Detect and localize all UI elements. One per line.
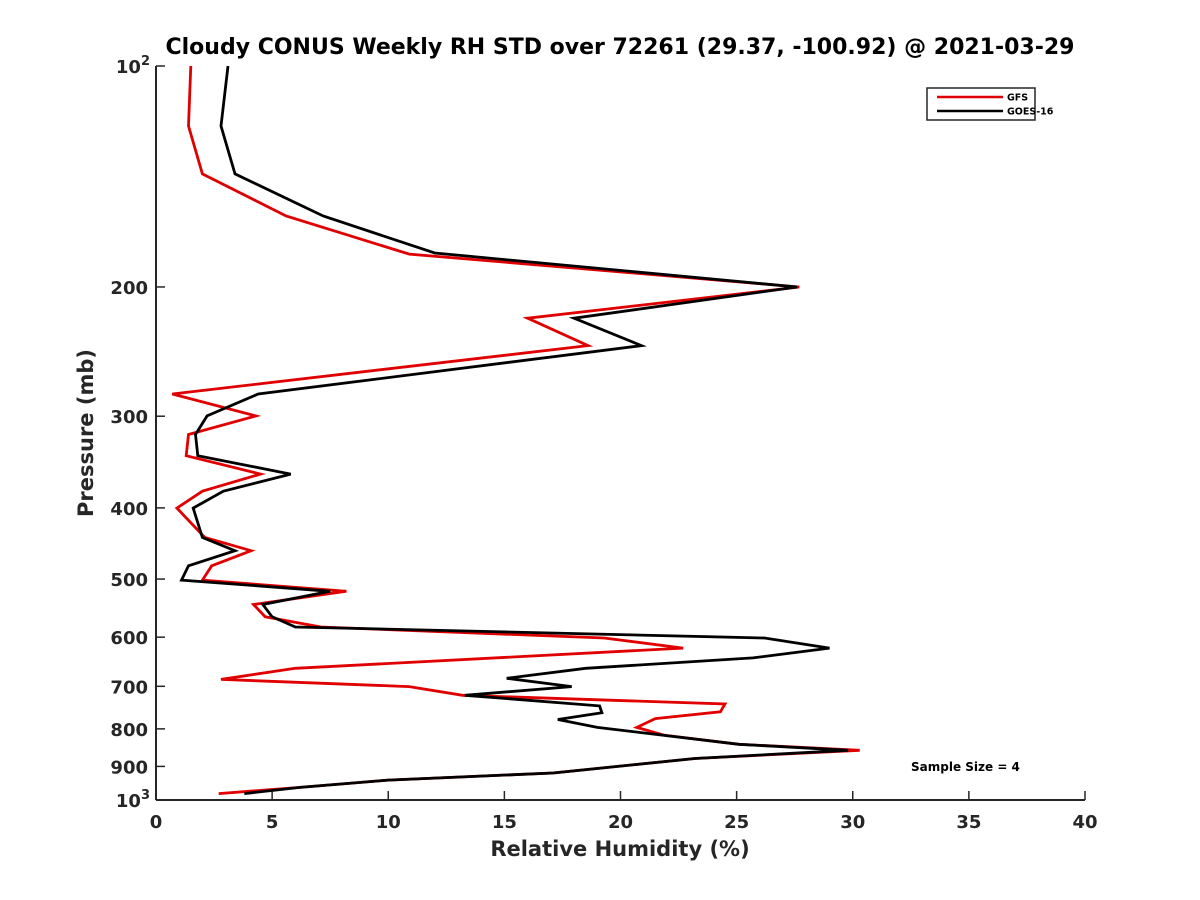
y-tick-label: 800 [110,720,148,741]
x-tick-label: 25 [724,812,749,833]
legend: GFS GOES-16 [926,87,1054,121]
x-tick-label: 15 [492,812,517,833]
chart-title: Cloudy CONUS Weekly RH STD over 72261 (2… [166,35,1075,60]
x-tick-label: 5 [266,812,279,833]
x-tick-label: 35 [956,812,981,833]
legend-box [926,87,1036,121]
series-layer [171,65,860,795]
y-tick-label: 103 [116,788,150,812]
x-axis-label: Relative Humidity (%) [490,837,749,861]
y-tick-label: 102 [116,54,150,78]
legend-label-goes16: GOES-16 [1007,107,1054,118]
y-tick-label: 300 [110,407,148,428]
x-tick-label: 20 [608,812,633,833]
axes: 0 5 10 15 20 25 30 35 40 102 200 300 400 500 600 700 800… [110,54,1097,833]
y-tick-label: 900 [110,757,148,778]
y-tick-label: 200 [110,278,148,299]
y-tick-label: 400 [110,499,148,520]
x-tick-label: 0 [150,812,163,833]
series-line-goes16 [179,65,849,795]
x-tick-label: 40 [1072,812,1097,833]
y-tick-label: 700 [110,677,148,698]
legend-label-gfs: GFS [1007,93,1028,104]
y-tick-label: 500 [110,570,148,591]
y-tick-label: 600 [110,628,148,649]
sample-size-annotation: Sample Size = 4 [911,760,1020,774]
x-tick-label: 10 [376,812,401,833]
y-axis-label: Pressure (mb) [74,349,98,517]
x-tick-label: 30 [840,812,865,833]
